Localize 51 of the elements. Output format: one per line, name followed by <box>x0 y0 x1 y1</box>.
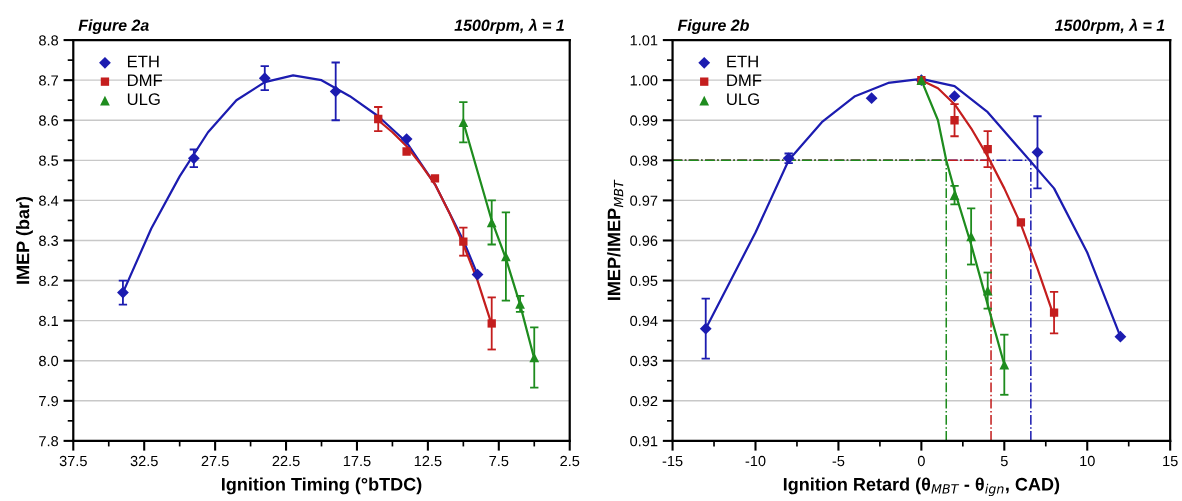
y-tick-label: 0.96 <box>630 235 658 246</box>
y-tick-label: 8.1 <box>39 315 58 327</box>
y-tick-label: 8.7 <box>39 75 58 86</box>
chart-title: Figure 2a <box>78 19 149 35</box>
y-tick-label: 8.4 <box>39 195 59 206</box>
y-tick-label: 0.93 <box>630 355 658 367</box>
x-tick-label: 0 <box>917 455 925 467</box>
x-tick-label: 10 <box>1080 455 1095 467</box>
x-axis-title: Ignition Retard (θ$_{MBT}$ - θ$_{ign}$, CAD) <box>783 477 1060 497</box>
y-tick-label: 8.8 <box>39 35 59 46</box>
y-tick-label: 0.97 <box>630 195 658 206</box>
y-tick-label: 8.0 <box>39 355 59 367</box>
x-tick-label: 5 <box>1000 456 1008 467</box>
x-tick-label: 37.5 <box>59 455 87 467</box>
chart-title: Figure 2b <box>677 19 749 35</box>
y-tick-label: 1.01 <box>630 35 658 46</box>
x-tick-label: -10 <box>745 455 766 467</box>
y-tick-label: 0.99 <box>630 115 658 126</box>
legend-label: ULG <box>727 93 759 106</box>
legend-label: DMF <box>727 74 762 87</box>
y-tick-label: 7.9 <box>39 395 59 407</box>
y-tick-label: 0.91 <box>630 435 658 447</box>
x-tick-label: 22.5 <box>272 455 300 467</box>
x-axis-title: Ignition Timing (°bTDC) <box>221 477 422 495</box>
chart-subtitle: 1500rpm, λ = 1 <box>454 18 564 35</box>
y-tick-label: 8.2 <box>39 275 58 286</box>
y-axis-title: IMEP (bar) <box>16 196 33 284</box>
legend-label: ETH <box>127 55 159 68</box>
y-axis-title: IMEP/IMEP$_{MBT}$ <box>607 179 624 300</box>
x-tick-label: -5 <box>832 456 845 467</box>
y-tick-label: 8.3 <box>39 235 59 246</box>
x-tick-label: 17.5 <box>343 456 371 467</box>
x-tick-label: 27.5 <box>201 455 229 467</box>
y-tick-label: 7.8 <box>39 435 59 447</box>
x-tick-label: -15 <box>662 456 683 467</box>
x-tick-label: 15 <box>1163 456 1178 467</box>
y-tick-label: 0.95 <box>630 275 658 286</box>
chart-subtitle: 1500rpm, λ = 1 <box>1054 18 1165 35</box>
legend-label: ULG <box>127 93 160 106</box>
x-tick-label: 7.5 <box>489 456 509 467</box>
y-tick-label: 0.94 <box>630 315 658 327</box>
y-tick-label: 0.98 <box>630 155 658 166</box>
y-tick-label: 8.5 <box>39 155 59 166</box>
legend-label: DMF <box>127 74 163 87</box>
x-tick-label: 32.5 <box>130 455 158 467</box>
legend-label: ETH <box>727 55 758 68</box>
y-tick-label: 1.00 <box>630 75 658 86</box>
y-tick-label: 0.92 <box>630 395 658 407</box>
x-tick-label: 12.5 <box>414 455 442 467</box>
x-tick-label: 2.5 <box>560 455 580 467</box>
y-tick-label: 8.6 <box>39 115 59 126</box>
